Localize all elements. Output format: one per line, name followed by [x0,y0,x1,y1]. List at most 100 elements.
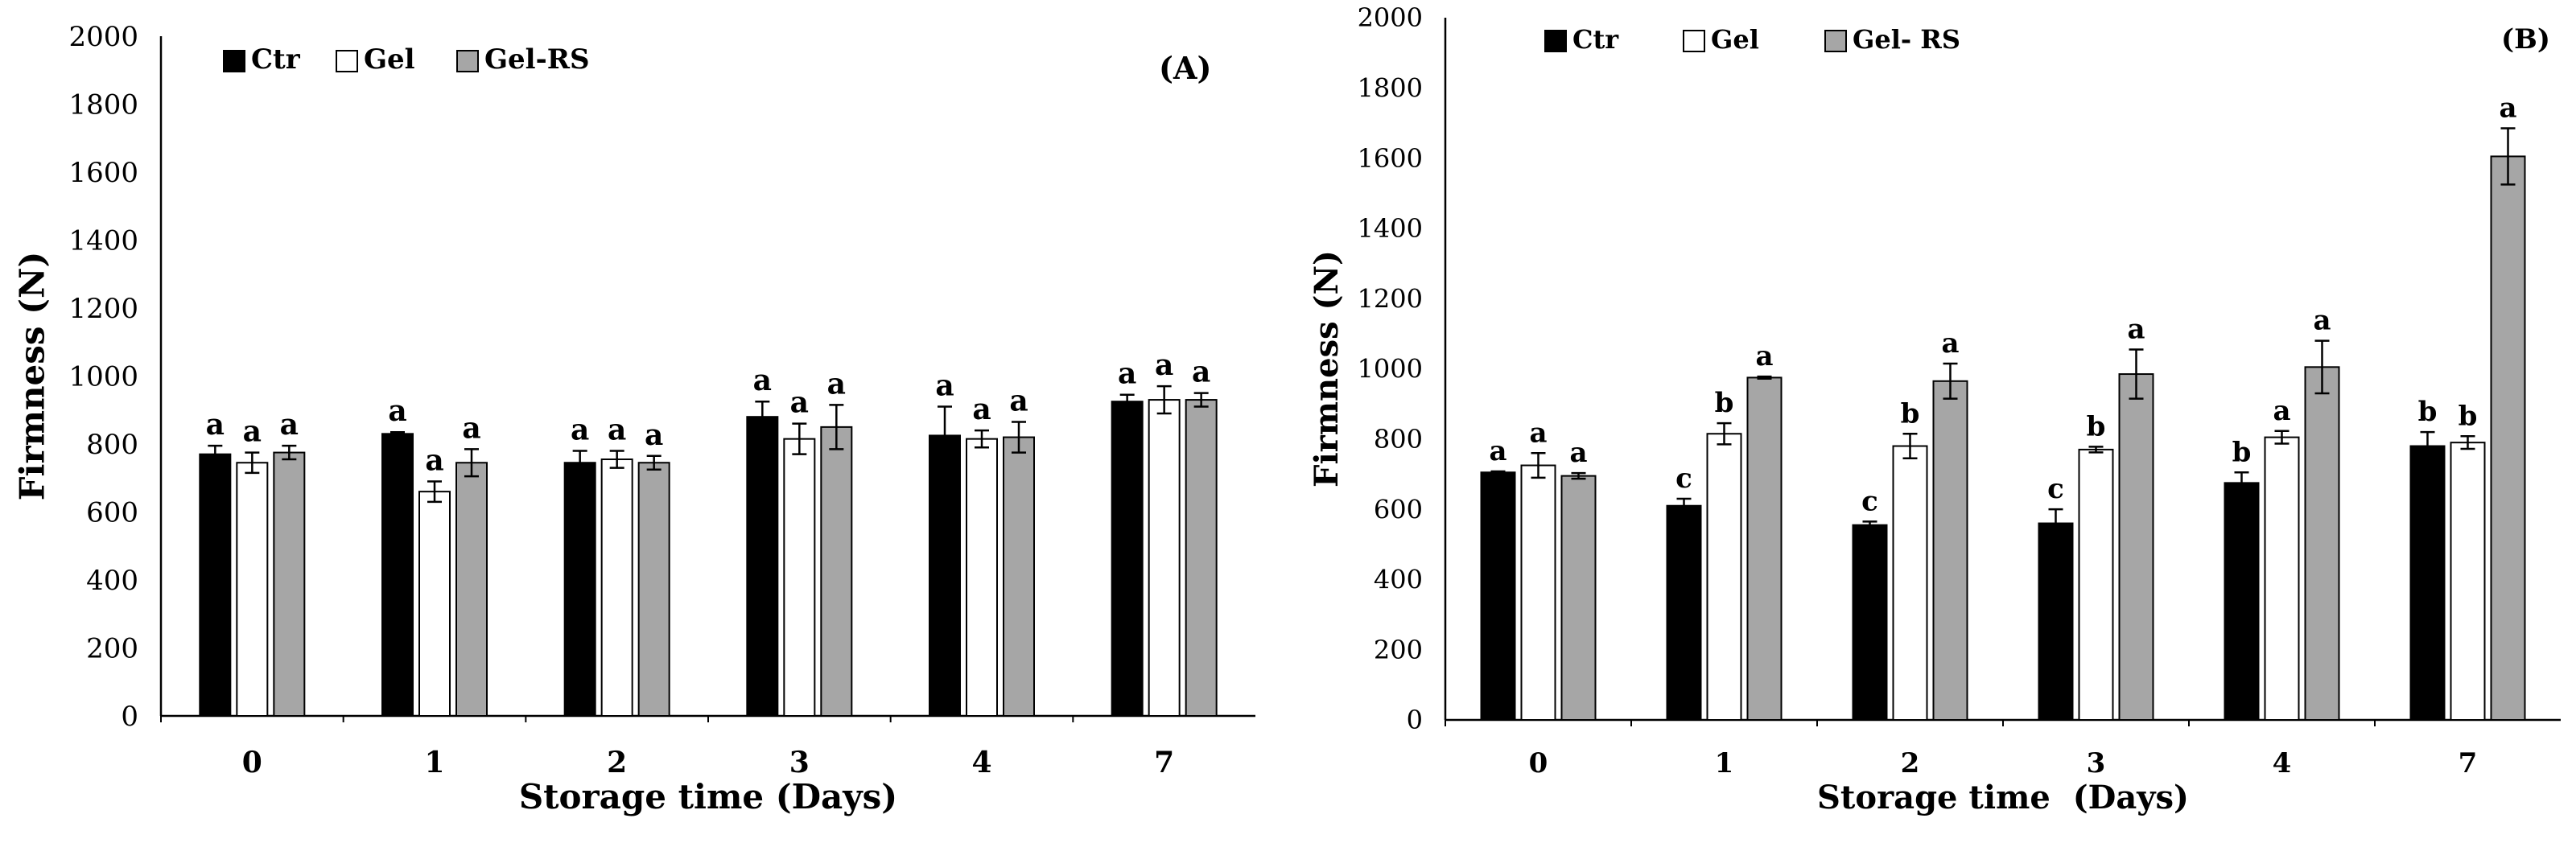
significance-letter: a [827,367,846,401]
y-tick-label: 1600 [1358,143,1423,174]
y-tick-label: 200 [86,632,138,664]
x-tick-label: 3 [2087,747,2106,779]
bar-gel-rs [2118,373,2154,721]
legend-label: Gel- RS [1853,24,1960,55]
bar-gel-rs [637,462,670,717]
significance-letter: c [2047,473,2064,505]
bar-ctr [381,433,414,717]
y-tick-label: 1800 [1358,73,1423,104]
significance-letter: a [280,408,299,442]
bar-ctr [1480,471,1516,722]
x-axis-label: Storage time (Days) [1817,779,2189,816]
y-tick-label: 1000 [68,360,138,393]
significance-letter: a [1118,357,1136,391]
significance-letter: a [571,413,589,446]
x-tick-label: 1 [424,746,444,779]
y-tick-label: 1000 [1358,354,1423,384]
bar-gel-rs [1746,376,1783,721]
significance-letter: a [753,364,772,397]
significance-letter: a [1009,384,1028,418]
significance-letter: a [1155,348,1173,382]
significance-letter: b [2459,400,2478,432]
significance-letter: a [2127,313,2145,345]
bar-ctr [746,416,779,717]
x-tick-label: 2 [607,746,627,779]
significance-letter: b [1901,397,1920,430]
significance-letter: b [2232,436,2252,468]
bar-gel-rs [2490,155,2526,722]
bar-ctr [199,453,232,717]
significance-letter: a [2273,395,2290,427]
y-tick-label: 800 [86,429,138,461]
y-tick-label: 2000 [68,21,138,53]
legend-swatch [1824,30,1847,52]
significance-letter: a [462,411,480,445]
bar-gel [1148,399,1181,717]
significance-letter: a [972,393,991,426]
bar-ctr [1111,401,1144,717]
y-tick-label: 600 [1374,494,1423,524]
bar-gel [600,459,633,717]
legend-label: Ctr [1572,24,1619,55]
x-tick-label: 4 [2273,747,2292,779]
significance-letter: a [1755,340,1773,372]
bar-gel-rs [1560,475,1597,721]
bar-gel-rs [820,426,853,717]
legend-swatch [1683,30,1705,52]
y-tick-label: 1200 [68,293,138,325]
y-axis-label: Firmness (N) [13,252,52,501]
y-tick-label: 800 [1374,424,1423,454]
bar-ctr [929,434,961,717]
bar-gel [783,438,816,717]
bar-ctr [2224,482,2260,721]
bar-ctr [1666,504,1702,721]
y-tick-label: 0 [1407,705,1423,735]
x-tick-label: 4 [971,746,991,779]
significance-letter: a [425,443,443,477]
bar-gel [2264,436,2300,721]
legend-label: Gel-RS [484,43,590,76]
bar-ctr [2409,445,2446,722]
significance-letter: a [790,386,809,420]
significance-letter: a [1489,435,1506,467]
legend-swatch [223,50,245,72]
x-tick-label: 1 [1715,747,1734,779]
panel-label: (A) [1159,50,1211,86]
bar-gel-rs [273,451,306,717]
legend-swatch [1544,30,1567,52]
y-tick-label: 0 [121,701,138,733]
bar-gel [1892,445,1928,722]
y-tick-label: 400 [86,565,138,597]
bar-ctr [1852,524,1888,721]
y-tick-label: 600 [86,496,138,528]
y-axis-label: Firmness (N) [1308,250,1346,487]
bar-gel-rs [1932,380,1968,721]
bar-gel-rs [2304,366,2340,721]
x-tick-label: 7 [2459,747,2478,779]
panel-label: (B) [2501,23,2550,56]
x-tick-label: 7 [1154,746,1174,779]
bar-gel [236,462,269,717]
y-tick-label: 1200 [1358,283,1423,314]
significance-letter: b [2418,396,2438,428]
legend-swatch [336,50,358,72]
y-tick-label: 2000 [1358,2,1423,33]
bar-gel-rs [1185,399,1218,717]
bar-ctr [563,462,596,717]
significance-letter: a [206,408,225,442]
significance-letter: a [645,418,663,452]
bar-gel [2450,442,2486,721]
significance-letter: a [1192,356,1210,389]
significance-letter: a [2499,92,2516,124]
legend-label: Ctr [251,43,301,76]
bar-gel [418,491,451,718]
significance-letter: b [2087,410,2106,442]
legend-label: Gel [1711,24,1759,55]
bar-gel [966,438,998,717]
bar-gel [1520,464,1556,721]
y-tick-label: 200 [1374,635,1423,665]
significance-letter: c [1861,485,1878,517]
bar-gel [2078,448,2114,722]
significance-letter: a [388,394,406,428]
